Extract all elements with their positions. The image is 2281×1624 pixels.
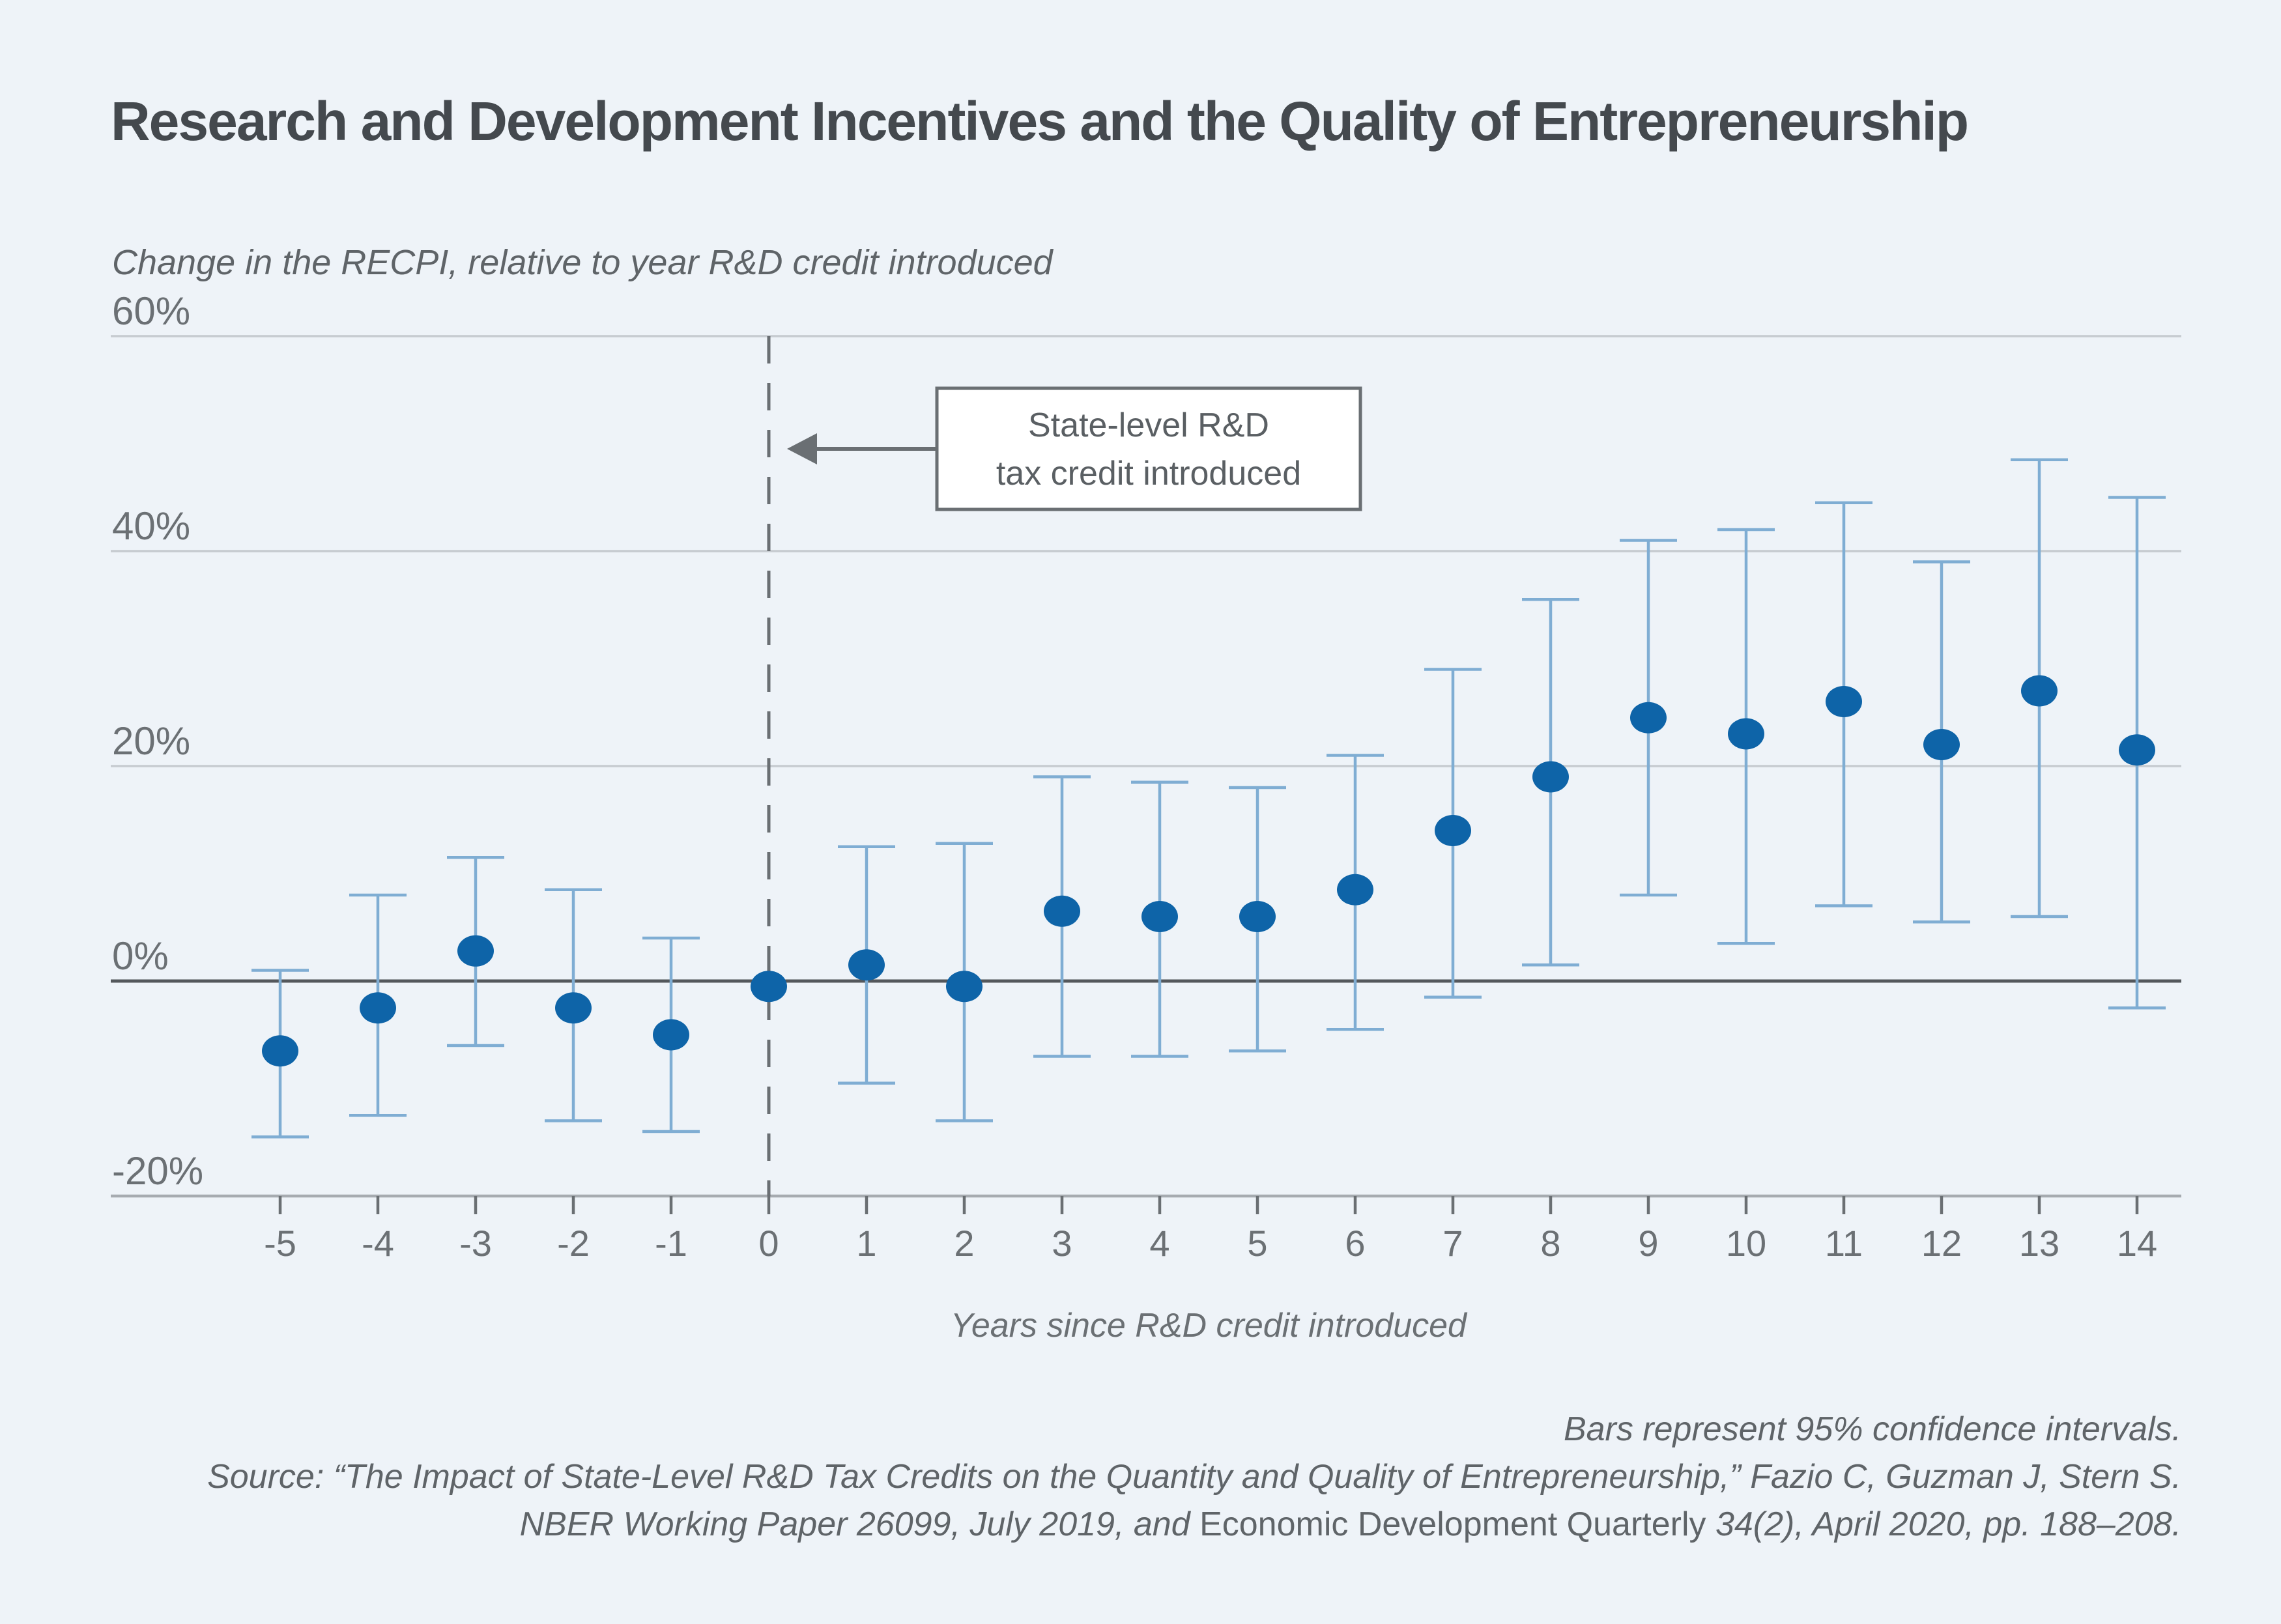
y-axis-title: Change in the RECPI, relative to year R&… [112, 243, 1053, 282]
data-point [1728, 718, 1764, 750]
footnote-confidence-intervals: Bars represent 95% confidence intervals. [1563, 1410, 2181, 1448]
footnote-journal-name: Economic Development Quarterly [1199, 1505, 1706, 1543]
x-tick-label: 13 [2019, 1223, 2059, 1264]
data-point [2119, 734, 2155, 766]
y-tick-label: 40% [112, 504, 190, 548]
data-point [751, 971, 787, 1003]
x-tick-label: 14 [2117, 1223, 2157, 1264]
x-axis-title: Years since R&D credit introduced [951, 1307, 1468, 1345]
y-tick-label: -20% [112, 1149, 203, 1193]
x-tick-label: 7 [1442, 1223, 1463, 1264]
footnote-source-line-2-part-a: NBER Working Paper 26099, July 2019, and [519, 1505, 1200, 1543]
data-point [1141, 901, 1178, 932]
data-point [2021, 675, 2058, 707]
data-point [1435, 815, 1471, 846]
x-tick-label: 11 [1825, 1223, 1863, 1264]
annotation-arrowhead-icon [787, 433, 817, 464]
x-tick-label: 4 [1149, 1223, 1169, 1264]
y-tick-label: 0% [112, 934, 169, 978]
annotation-line-2: tax credit introduced [996, 455, 1301, 492]
data-point [1923, 729, 1960, 760]
x-tick-label: 0 [758, 1223, 779, 1264]
x-tick-label: 9 [1638, 1223, 1658, 1264]
x-tick-label: 6 [1345, 1223, 1365, 1264]
x-tick-label: -1 [655, 1223, 687, 1264]
annotation-line-1: State-level R&D [1028, 406, 1269, 444]
x-tick-label: 2 [954, 1223, 974, 1264]
x-tick-label: -4 [362, 1223, 394, 1264]
data-point [1337, 874, 1373, 905]
x-tick-label: -2 [557, 1223, 590, 1264]
x-tick-label: 1 [856, 1223, 876, 1264]
figure-footnotes: Bars represent 95% confidence intervals.… [96, 1406, 2181, 1548]
data-point [1826, 686, 1862, 717]
x-tick-label: 10 [1726, 1223, 1766, 1264]
data-point [360, 992, 396, 1024]
x-tick-label: -5 [264, 1223, 296, 1264]
x-tick-label: 5 [1247, 1223, 1267, 1264]
y-tick-label: 20% [112, 719, 190, 763]
figure-title: Research and Development Incentives and … [111, 91, 1969, 152]
data-point [1532, 761, 1569, 793]
data-point [1630, 702, 1667, 734]
x-tick-label: 12 [1921, 1223, 1962, 1264]
footnote-source-line-2: NBER Working Paper 26099, July 2019, and… [96, 1501, 2181, 1548]
y-tick-label: 60% [112, 289, 190, 333]
data-point [946, 971, 983, 1003]
data-point [848, 949, 885, 981]
data-point [457, 935, 494, 967]
data-point [555, 992, 592, 1024]
data-point [1239, 901, 1276, 932]
footnote-source-line-2-part-b: 34(2), April 2020, pp. 188–208. [1706, 1505, 2181, 1543]
x-tick-label: 8 [1540, 1223, 1560, 1264]
x-tick-label: 3 [1052, 1223, 1072, 1264]
data-point [262, 1035, 298, 1067]
data-point [653, 1019, 689, 1051]
x-tick-label: -3 [459, 1223, 492, 1264]
annotation-box [935, 386, 1362, 511]
footnote-source-line-1: Source: “The Impact of State-Level R&D T… [207, 1458, 2181, 1496]
data-point [1044, 895, 1080, 927]
